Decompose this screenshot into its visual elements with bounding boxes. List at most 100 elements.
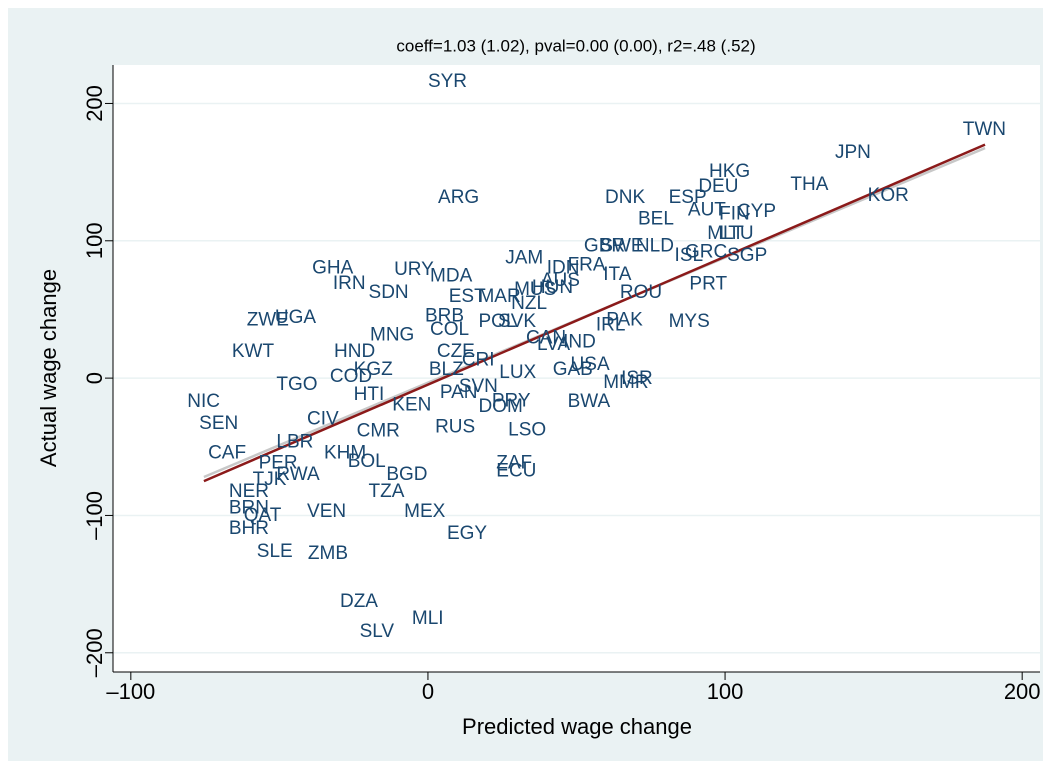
point-label: ESP [669,187,707,208]
point-label: COL [430,319,469,340]
point-label: THA [790,174,828,195]
point-label: GRC [685,241,727,262]
point-label: MMR [603,372,648,393]
point-label: FRA [568,255,606,276]
x-axis-title: Predicted wage change [462,714,692,739]
point-label: KGZ [354,359,393,380]
point-label: IRN [333,273,366,294]
y-axis-title: Actual wage change [36,269,61,467]
plot-area [113,65,1040,672]
point-label: SGP [727,245,767,266]
point-label: ISR [621,368,653,389]
point-label: LBR [276,432,313,453]
point-label: SDN [369,282,409,303]
point-label: HTI [354,384,385,405]
point-label: CAN [526,327,566,348]
y-tick-label: 100 [82,222,107,259]
point-label: IRL [596,314,626,335]
point-label: ZAF [496,452,532,473]
point-label: BWA [568,391,611,412]
point-label: BOL [348,451,386,472]
point-label: GAB [553,359,593,380]
point-label: QAT [244,505,282,526]
point-label: CIV [307,408,339,429]
point-label: PRY [492,390,531,411]
point-label: MAR [478,286,520,307]
point-label: EST [449,286,486,307]
point-label: BEL [638,209,674,230]
point-label: ZWE [247,309,289,330]
point-label: GBR [584,235,625,256]
point-label: PAN [440,382,478,403]
point-label: MDA [430,266,473,287]
point-label: KWT [232,341,275,362]
point-label: CRI [462,349,495,370]
point-label: KOR [868,185,909,206]
y-tick-label: –100 [82,491,107,540]
x-tick-label: 0 [422,679,434,704]
fit-line [203,143,986,483]
point-label: CYP [737,201,776,222]
point-label: TJK [253,469,287,490]
point-label: MUS [514,279,556,300]
point-label: LTU [719,223,753,244]
x-tick-label: 200 [1004,679,1041,704]
point-label: MLI [412,608,444,629]
point-label: ITA [603,264,631,285]
y-tick-label: 0 [82,372,107,384]
point-label: DEU [698,176,738,197]
x-tick-label: –100 [106,679,155,704]
point-label: ROU [620,282,662,303]
point-label: MNG [370,325,414,346]
point-label: GHA [312,257,354,278]
point-label: LVA [537,334,570,355]
point-label: DNK [605,187,645,208]
point-label: VEN [307,501,346,522]
point-label: EGY [447,523,487,544]
point-label: COD [330,366,372,387]
point-label: MLT [707,223,744,244]
point-label: PAK [606,309,643,330]
point-label: NER [229,481,269,502]
point-label: POL [478,311,516,332]
point-label: BGD [386,464,427,485]
point-label: ISL [675,245,704,266]
y-tick-label: –200 [82,628,107,677]
y-tick-label: 200 [82,85,107,122]
point-label: PRT [689,274,727,295]
point-label: ZMB [308,543,348,564]
point-label: RWA [276,464,320,485]
point-label: SEN [199,413,238,434]
point-label: BHR [229,518,269,539]
point-label: SLE [257,541,293,562]
point-label: DZA [340,591,378,612]
point-label: CMR [357,421,400,442]
point-label: JAM [505,248,543,269]
point-label: MYS [669,311,710,332]
chart-title: coeff=1.03 (1.02), pval=0.00 (0.00), r2=… [396,36,755,55]
point-label: TWN [963,119,1006,140]
point-label: HND [334,341,375,362]
point-label: LSO [508,419,546,440]
point-label: PER [259,452,298,473]
point-label: SWE [600,235,643,256]
point-label: UGA [275,307,317,328]
point-label: NLD [636,235,674,256]
point-label: SYR [428,71,467,92]
point-label: SLV [360,621,395,642]
point-label: TZA [369,481,405,502]
point-label: JPN [835,142,871,163]
point-label: HUN [532,277,573,298]
x-tick-label: 100 [707,679,744,704]
point-label: URY [394,259,434,280]
point-label: NIC [187,391,220,412]
point-label: HKG [709,161,750,182]
point-label: USA [571,354,610,375]
point-label: BRN [229,498,269,519]
point-label: DOM [478,396,522,417]
point-label: AUT [688,200,726,221]
point-label: ECU [496,461,536,482]
point-label: IDN [547,257,580,278]
point-label: SVK [498,311,536,332]
